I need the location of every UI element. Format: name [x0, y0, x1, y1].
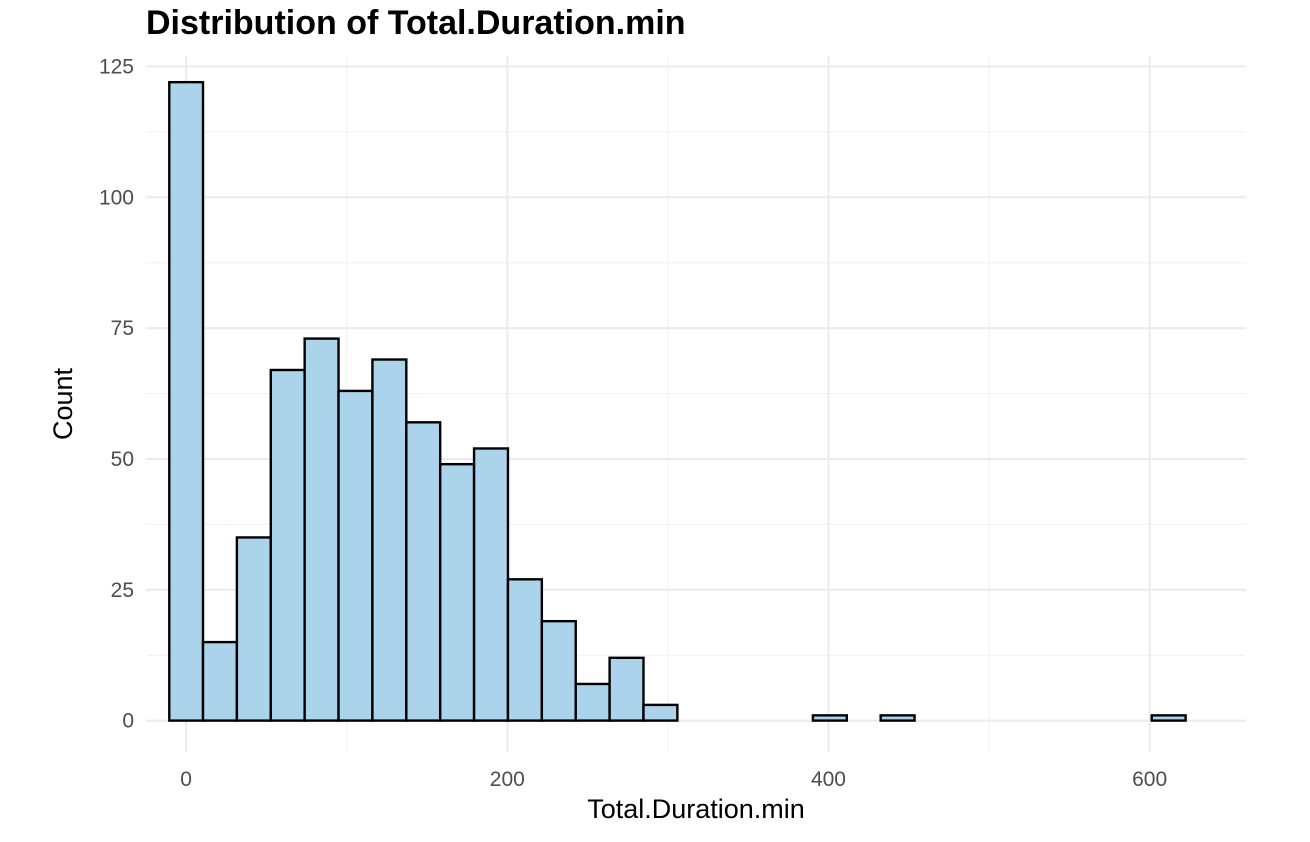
histogram-bar	[472, 447, 510, 722]
histogram-bar	[303, 337, 340, 722]
histogram-bar	[201, 640, 239, 722]
x-tick-label: 600	[1132, 768, 1167, 791]
histogram-bar	[574, 682, 611, 722]
x-tick-label: 200	[490, 768, 525, 791]
histogram-bar	[405, 421, 442, 722]
y-axis-label: Count	[48, 367, 78, 440]
x-axis-label: Total.Duration.min	[587, 794, 805, 824]
histogram-bars	[168, 80, 1187, 722]
histogram-bar	[506, 578, 544, 722]
x-tick-label: 400	[811, 768, 846, 791]
histogram-bar	[642, 703, 679, 722]
histogram-bar	[371, 358, 408, 722]
histogram-bar	[540, 619, 577, 722]
histogram-bar	[337, 389, 374, 722]
y-tick-label: 0	[122, 710, 134, 733]
histogram-bar	[235, 536, 272, 722]
y-tick-label: 100	[99, 186, 134, 209]
y-tick-label: 125	[99, 55, 134, 78]
histogram-bar	[269, 368, 306, 722]
histogram-bar	[879, 714, 916, 722]
histogram-bar	[608, 656, 645, 722]
histogram-bar	[811, 714, 848, 722]
x-tick-label: 0	[180, 768, 192, 791]
histogram-bar	[438, 462, 476, 722]
chart-title: Distribution of Total.Duration.min	[146, 4, 686, 42]
y-axis-ticks: 0 25 50 75 100 125	[99, 55, 134, 732]
histogram-bar	[1150, 714, 1187, 722]
y-tick-label: 25	[111, 579, 134, 602]
y-tick-label: 50	[111, 448, 134, 471]
histogram-bar	[168, 80, 205, 722]
y-tick-label: 75	[111, 317, 134, 340]
x-axis-ticks: 0 200 400 600	[180, 768, 1167, 791]
